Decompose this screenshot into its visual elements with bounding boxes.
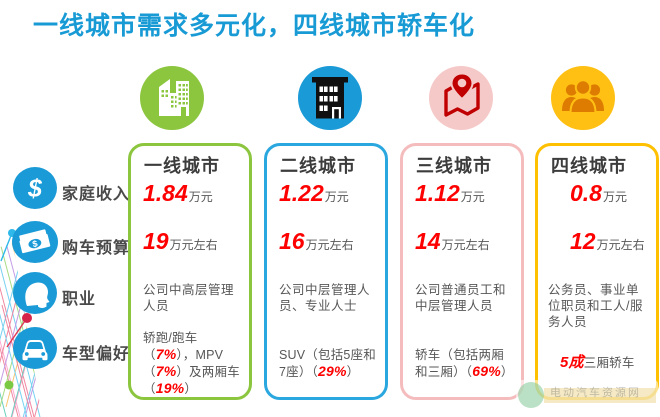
income-value: 0.8 万元 — [570, 180, 627, 206]
row-label-occupation: 职业 — [62, 291, 97, 308]
income-value: 1.12 万元 — [415, 180, 485, 206]
city-name: 二线城市 — [280, 156, 356, 176]
svg-text:$: $ — [27, 175, 43, 203]
occupation-text: 公司中高层管理人员 — [143, 283, 235, 313]
preference-text: 轿车（包括两厢和三厢）（69%） — [415, 347, 514, 379]
banknotes-icon: $ — [12, 221, 58, 263]
income-value: 1.84 万元 — [143, 180, 213, 206]
occupation-text: 公司普通员工和中层管理人员 — [415, 283, 507, 313]
map-pin-icon — [429, 66, 493, 130]
blue-dot-tail — [0, 232, 13, 262]
svg-text:$: $ — [31, 238, 38, 249]
budget-value: 12 万元左右 — [570, 228, 645, 254]
city-name: 一线城市 — [144, 156, 220, 176]
row-label-preference: 车型偏好 — [62, 346, 131, 363]
budget-value: 14 万元左右 — [415, 228, 490, 254]
city-name: 三线城市 — [416, 156, 492, 176]
watermark-text: 电动汽车资源网 — [550, 387, 641, 399]
dollar-icon: $ — [13, 167, 57, 209]
occupation-text: 公务员、事业单位职员和工人/服务人员 — [548, 283, 643, 329]
buildings-icon — [140, 66, 204, 130]
green-dot — [4, 380, 14, 390]
red-dot — [22, 313, 32, 323]
people-group-icon — [551, 66, 615, 130]
card-tier2: 二线城市 1.22 万元 16 万元左右 公司中层管理人员、专业人士 SUV（包括5… — [264, 143, 388, 400]
watermark-logo — [518, 382, 544, 408]
card-tier1: 一线城市 1.84 万元 19 万元左右 公司中高层管理人员 轿跑/跑车（7%），M… — [128, 143, 252, 400]
budget-value: 19 万元左右 — [143, 228, 218, 254]
budget-value: 16 万元左右 — [279, 228, 354, 254]
watermark-band — [544, 388, 656, 403]
income-value: 1.22 万元 — [279, 180, 349, 206]
city-name: 四线城市 — [551, 156, 627, 176]
preference-text: SUV（包括5座和7座）（29%） — [279, 347, 376, 379]
page-title: 一线城市需求多元化，四线城市轿车化 — [33, 12, 476, 40]
preference-text: 5成三厢轿车 — [560, 354, 635, 371]
card-tier3: 三线城市 1.12 万元 14 万元左右 公司普通员工和中层管理人员 轿车（包括两厢… — [400, 143, 524, 400]
watermark: 电动汽车资源网 — [516, 380, 658, 410]
card-tier4: 四线城市 0.8 万元 12 万元左右 公务员、事业单位职员和工人/服务人员 5成三… — [535, 143, 659, 400]
row-label-budget: 购车预算 — [62, 240, 131, 257]
row-label-income: 家庭收入 — [62, 186, 131, 203]
occupation-text: 公司中层管理人员、专业人士 — [279, 283, 371, 313]
car-icon — [13, 327, 57, 369]
building-icon — [298, 66, 362, 130]
preference-text: 轿跑/跑车（7%），MPV（7%）及两厢车（19%） — [143, 330, 240, 396]
person-icon — [13, 272, 57, 314]
